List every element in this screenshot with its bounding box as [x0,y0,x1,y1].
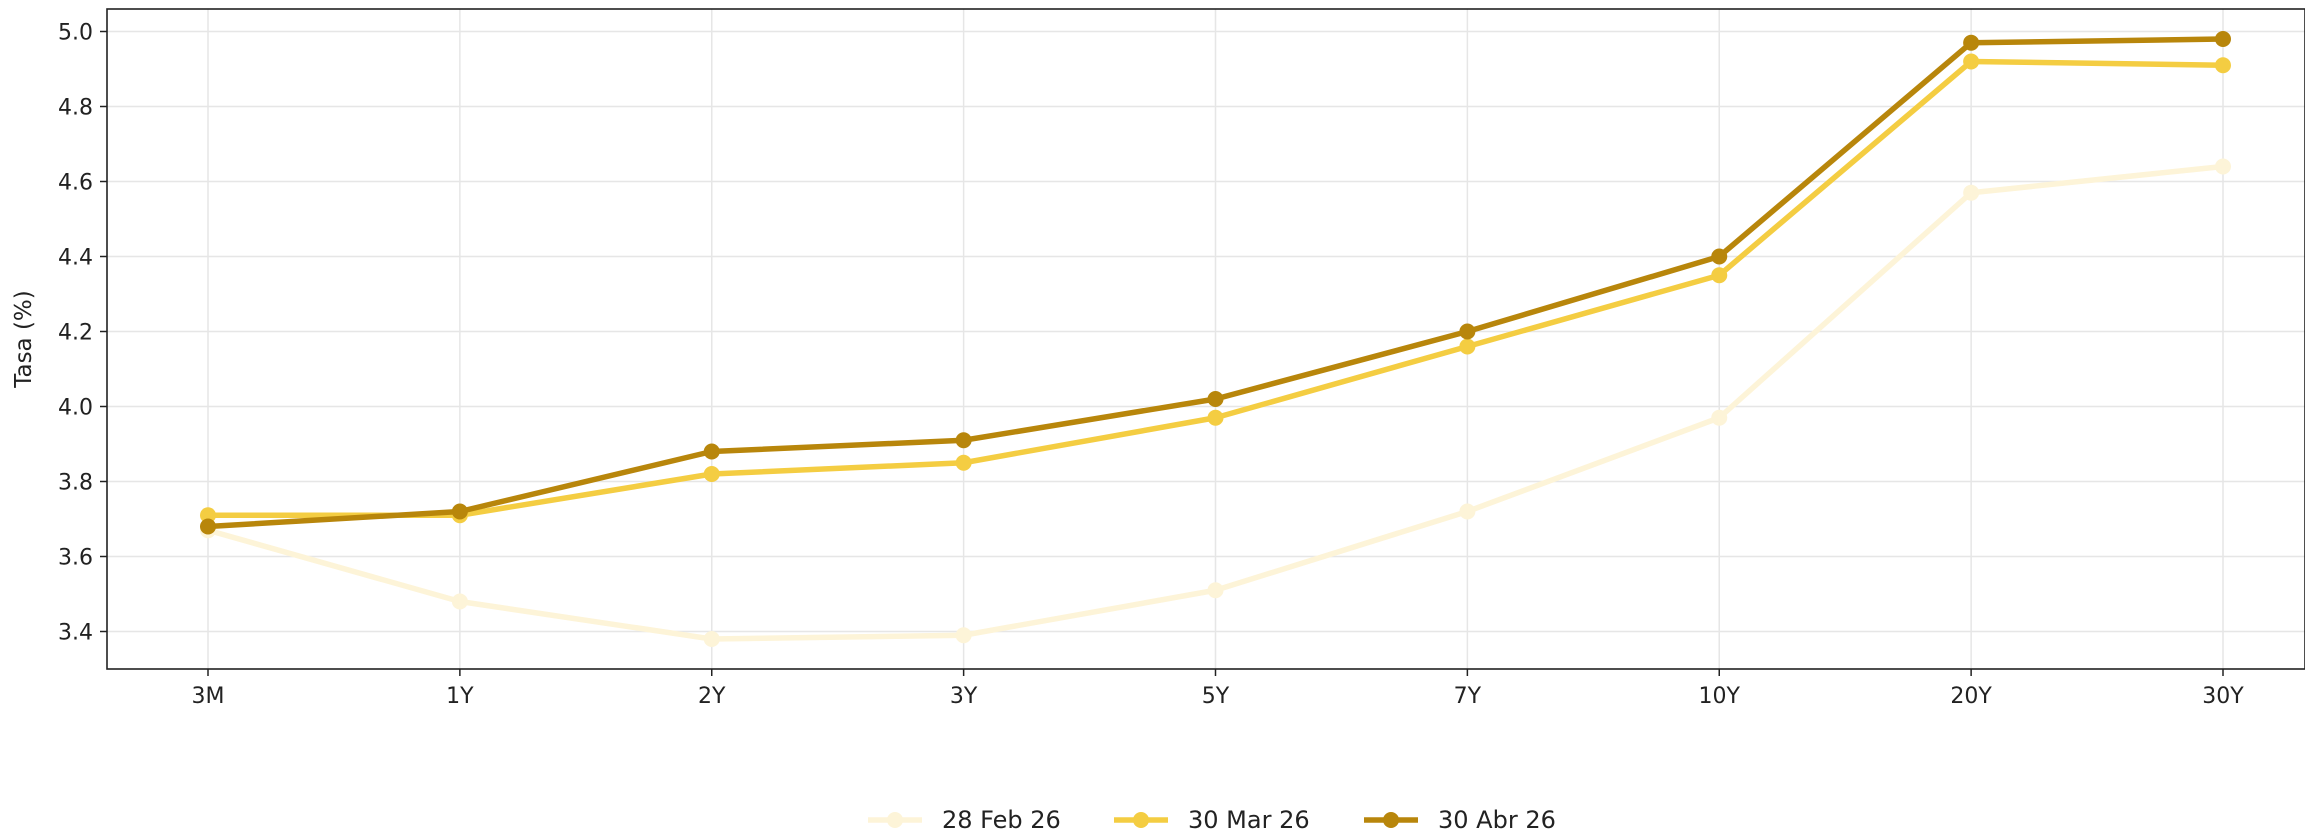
data-point [1207,409,1224,426]
x-tick-label: 1Y [446,684,474,709]
plot-frame [106,8,2305,670]
data-point [955,454,972,471]
y-tick-label: 4.2 [58,321,93,346]
y-tick-label: 3.8 [58,471,93,496]
data-point [703,466,720,482]
data-point [1711,248,1728,265]
data-point [1207,391,1224,407]
data-point [1459,503,1476,520]
x-tick-label: 3M [192,684,225,709]
data-point [1711,267,1728,284]
legend-swatch-marker [887,812,903,828]
data-point [955,432,972,449]
x-tick-label: 7Y [1454,684,1482,709]
data-point [200,518,216,535]
legend: 28 Feb 26 30 Mar 26 30 Abr 26 [868,806,1556,832]
data-point [1963,184,1980,201]
legend-label: 28 Feb 26 [942,806,1061,832]
data-point [1459,338,1476,355]
data-point [1963,53,1980,70]
x-tick-label: 2Y [698,684,726,709]
legend-label: 30 Mar 26 [1188,806,1310,832]
data-point [1207,582,1224,599]
data-point [703,443,720,460]
data-point [1711,409,1728,426]
legend-item: 30 Abr 26 [1364,806,1556,832]
x-tick-label: 5Y [1202,684,1230,709]
y-tick-label: 3.4 [58,621,93,646]
y-axis-ticks: 3.4 3.6 3.8 4.0 4.2 4.4 4.6 4.8 5.0 [58,21,107,646]
x-tick-label: 20Y [1950,684,1992,709]
x-axis-ticks: 3M 1Y 2Y 3Y 5Y 7Y 10Y 20Y 30Y [192,669,2244,709]
series-lines [200,31,2231,647]
data-point [955,627,972,644]
series-3 [200,31,2231,535]
data-point [451,593,468,610]
data-point [1963,34,1980,51]
data-point [703,631,720,647]
y-tick-label: 4.4 [58,246,93,271]
y-tick-label: 5.0 [58,21,93,46]
data-point [2215,158,2231,175]
legend-item: 28 Feb 26 [868,806,1061,832]
y-tick-label: 3.6 [58,546,93,571]
y-tick-label: 4.8 [58,96,93,121]
legend-swatch-marker [1133,812,1149,828]
y-axis-title: Tasa (%) [11,290,37,389]
legend-item: 30 Mar 26 [1114,806,1310,832]
y-tick-label: 4.6 [58,171,93,196]
data-point [2215,31,2231,47]
data-point [200,507,216,524]
x-tick-label: 3Y [950,684,978,709]
x-tick-label: 10Y [1699,684,1741,709]
legend-swatch-marker [1383,812,1399,828]
data-point [2215,57,2231,74]
y-tick-label: 4.0 [58,396,93,421]
data-point [451,503,468,520]
legend-label: 30 Abr 26 [1438,806,1556,832]
x-tick-label: 30Y [2202,684,2244,709]
data-point [1459,323,1476,340]
